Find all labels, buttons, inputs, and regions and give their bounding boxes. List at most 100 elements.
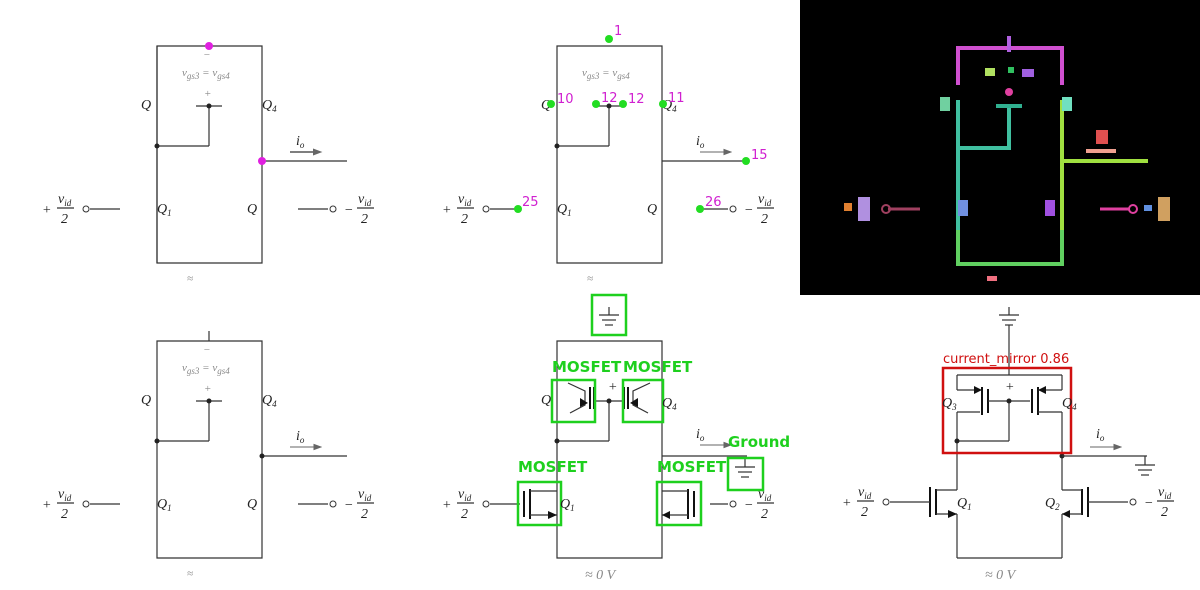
q4-label-2: Q4 xyxy=(662,98,677,114)
keypoint-25-label: 25 xyxy=(522,195,539,210)
circuit-diagram-2: vgs3 = vgs4 Q Q4 io Q1 Q + vid 2 − vid 2… xyxy=(442,24,774,285)
vid-num-4: vid xyxy=(58,487,72,503)
plus-input: + xyxy=(42,203,51,218)
keypoint-15-label: 15 xyxy=(751,148,768,163)
q1-label-5: Q1 xyxy=(560,497,575,513)
q4-label-6: Q4 xyxy=(1062,396,1077,412)
plus-input-4: + xyxy=(42,498,51,513)
keypoint-top xyxy=(205,42,213,50)
q3-label: Q xyxy=(141,98,151,113)
panel-circuit-nodes: − vgs3 = vgs4 + Q Q4 io Q1 Q + vid 2 − v… xyxy=(0,0,400,295)
approx-label-4: ≈ xyxy=(187,568,193,580)
vid-num-5: vid xyxy=(458,487,472,503)
detection-box-mosfet-q2 xyxy=(655,480,703,527)
vid-den: 2 xyxy=(61,212,68,227)
io-label-5: io xyxy=(696,427,705,443)
q4-label-4: Q4 xyxy=(262,393,277,409)
keypoint-10 xyxy=(547,100,555,108)
keypoint-11 xyxy=(659,100,667,108)
vid-num-right-2: vid xyxy=(758,192,772,208)
io-label-6: io xyxy=(1096,427,1105,443)
q4-label: Q4 xyxy=(262,98,277,114)
plus-input-6: + xyxy=(842,496,851,511)
vid-den-right-6: 2 xyxy=(1161,505,1168,520)
q1-label: Q1 xyxy=(157,202,172,218)
io-label: io xyxy=(296,134,305,150)
vid-den-5: 2 xyxy=(461,507,468,522)
detection-box-mosfet-q4 xyxy=(621,378,665,424)
current-mirror-label: current_mirror 0.86 xyxy=(943,352,1069,367)
keypoint-11-label: 11 xyxy=(668,91,685,106)
vid-num-6: vid xyxy=(858,485,872,501)
q4-label-5: Q4 xyxy=(662,396,677,412)
vgs-equation-2: vgs3 = vgs4 xyxy=(582,67,630,81)
minus-input: − xyxy=(344,203,353,218)
vgs-equation: vgs3 = vgs4 xyxy=(182,67,230,81)
plus-sign: + xyxy=(204,88,211,100)
plus-sign-6: + xyxy=(1005,380,1014,395)
vid-den-2: 2 xyxy=(461,212,468,227)
circuit-diagram-4: − vgs3 = vgs4 + Q Q4 io Q1 Q + vid 2 − v… xyxy=(42,331,374,580)
approx-label: ≈ xyxy=(187,273,193,285)
panel-circuit-plain: − vgs3 = vgs4 + Q Q4 io Q1 Q + vid 2 − v… xyxy=(0,295,400,590)
q2-label-4: Q xyxy=(247,497,257,512)
approx-0v-label-6: ≈ 0 V xyxy=(985,568,1017,583)
mosfet-label-q4: MOSFET xyxy=(623,358,693,376)
io-label-2: io xyxy=(696,134,705,150)
detection-box-mosfet-q1 xyxy=(516,480,563,527)
keypoint-12b-label: 12 xyxy=(628,92,645,107)
minus-sign: − xyxy=(203,49,210,61)
q3-label-2: Q xyxy=(541,98,551,113)
vid-num-right-6: vid xyxy=(1158,485,1172,501)
circuit-diagram-6: current_mirror 0.86 Q3 Q4 + io Q1 Q2 + v… xyxy=(842,307,1174,583)
q1-label-2: Q1 xyxy=(557,202,572,218)
minus-input-5: − xyxy=(744,498,753,513)
io-label-4: io xyxy=(296,429,305,445)
vid-den-right-2: 2 xyxy=(761,212,768,227)
q2-label-6: Q2 xyxy=(1045,496,1060,512)
minus-input-4: − xyxy=(344,498,353,513)
keypoint-26-label: 26 xyxy=(705,195,722,210)
keypoint-26 xyxy=(696,205,704,213)
ground-label: Ground xyxy=(728,433,790,451)
keypoint-25 xyxy=(514,205,522,213)
keypoint-output xyxy=(258,157,266,165)
keypoint-12b xyxy=(619,100,627,108)
vid-num-right-5: vid xyxy=(758,487,772,503)
panel-detections: MOSFET MOSFET MOSFET MOSFET Ground Q Q4 … xyxy=(400,293,800,590)
plus-sign-5: + xyxy=(608,380,617,395)
approx-0v-label-5: ≈ 0 V xyxy=(585,568,617,583)
vid-num-right: vid xyxy=(358,192,372,208)
detection-box-current-mirror xyxy=(941,366,1073,455)
q2-label-2: Q xyxy=(647,202,657,217)
keypoint-15 xyxy=(742,157,750,165)
minus-input-2: − xyxy=(744,203,753,218)
vid-den-6: 2 xyxy=(861,505,868,520)
detection-box-ground-right xyxy=(726,456,765,492)
q3-label-5: Q xyxy=(541,393,551,408)
panel-segmentation xyxy=(800,0,1200,295)
panel-keypoints: vgs3 = vgs4 Q Q4 io Q1 Q + vid 2 − vid 2… xyxy=(400,0,800,295)
vid-num-right-4: vid xyxy=(358,487,372,503)
mosfet-label-q3: MOSFET xyxy=(552,358,622,376)
minus-sign-4: − xyxy=(203,344,210,356)
keypoint-12a-label: 12 xyxy=(601,91,618,106)
detection-box-mosfet-q3 xyxy=(550,378,597,424)
q3-label-6: Q3 xyxy=(942,396,957,412)
vgs-equation-4: vgs3 = vgs4 xyxy=(182,362,230,376)
q2-label: Q xyxy=(247,202,257,217)
mosfet-label-q1: MOSFET xyxy=(518,458,588,476)
keypoint-1 xyxy=(605,35,613,43)
q1-label-6: Q1 xyxy=(957,496,972,512)
keypoint-12a xyxy=(592,100,600,108)
keypoint-10-label: 10 xyxy=(557,92,574,107)
approx-label-2: ≈ xyxy=(587,273,593,285)
vid-num-2: vid xyxy=(458,192,472,208)
q1-label-4: Q1 xyxy=(157,497,172,513)
vid-num: vid xyxy=(58,192,72,208)
keypoint-1-label: 1 xyxy=(614,24,622,39)
detection-box-ground-top xyxy=(590,293,628,337)
vid-den-right-5: 2 xyxy=(761,507,768,522)
vid-den-right-4: 2 xyxy=(361,507,368,522)
plus-input-5: + xyxy=(442,498,451,513)
